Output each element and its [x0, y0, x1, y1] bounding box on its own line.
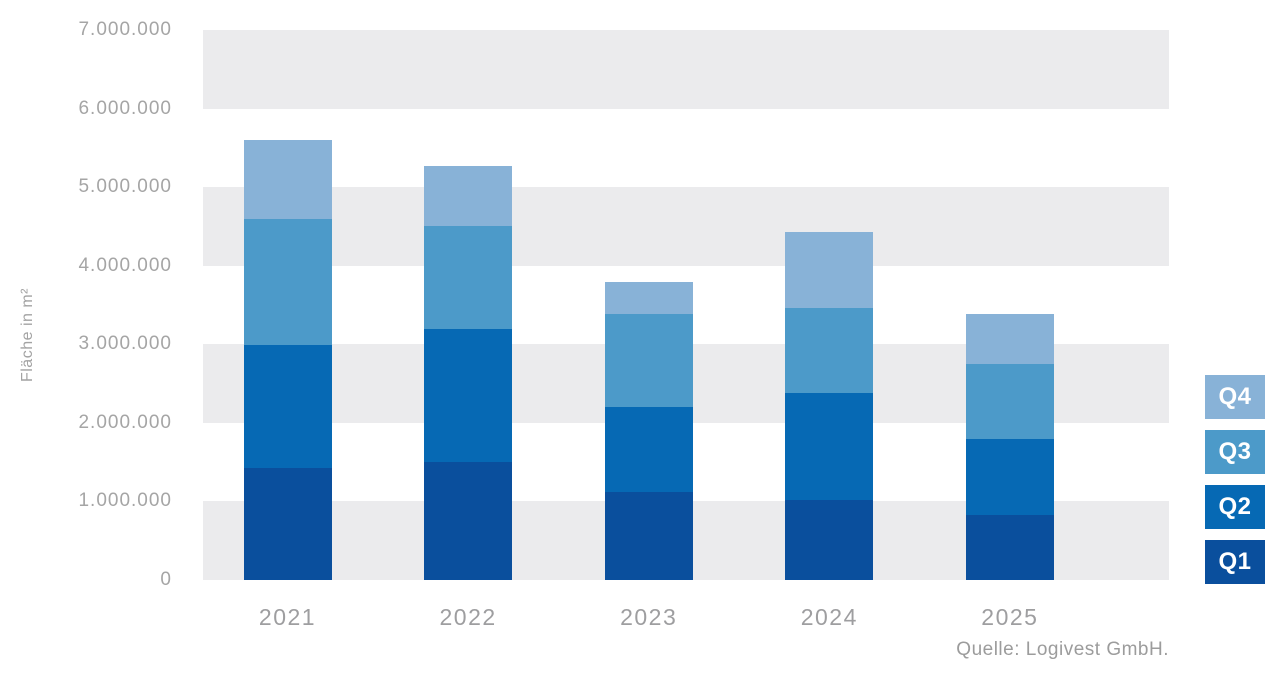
legend-label: Q3 — [1218, 438, 1252, 465]
bar-segment-q4-2022 — [424, 165, 513, 227]
legend-label: Q4 — [1218, 383, 1252, 410]
y-tick-label: 6.000.000 — [78, 97, 172, 119]
legend-label: Q1 — [1218, 548, 1252, 575]
grid-band — [203, 30, 1169, 109]
grid-band — [203, 108, 1169, 188]
bar-segment-q1-2024 — [785, 499, 874, 580]
legend-label: Q2 — [1218, 493, 1252, 520]
bar-segment-q2-2023 — [604, 407, 693, 492]
bar-segment-q3-2024 — [785, 308, 874, 394]
grid-band — [203, 187, 1169, 266]
bar-segment-q3-2023 — [604, 313, 693, 408]
legend-item-q2: Q2 — [1205, 485, 1265, 529]
legend-item-q4: Q4 — [1205, 375, 1265, 419]
bar-segment-q3-2022 — [424, 226, 513, 330]
y-tick-label: 2.000.000 — [78, 411, 172, 433]
bar-2025 — [965, 30, 1054, 580]
plot-area — [203, 30, 1169, 580]
x-tick-label-2025: 2025 — [981, 604, 1039, 630]
bar-2022 — [424, 30, 513, 580]
y-tick-label: 7.000.000 — [78, 19, 172, 40]
bar-segment-q2-2025 — [965, 439, 1054, 515]
bar-2023 — [604, 30, 693, 580]
bar-segment-q4-2021 — [243, 140, 332, 220]
x-tick-label-2022: 2022 — [439, 604, 497, 630]
bar-2024 — [785, 30, 874, 580]
x-tick-label-2023: 2023 — [620, 604, 678, 630]
bar-segment-q3-2021 — [243, 219, 332, 346]
y-tick-label: 1.000.000 — [78, 490, 172, 512]
legend-item-q3: Q3 — [1205, 430, 1265, 474]
y-tick-label: 5.000.000 — [78, 176, 172, 198]
legend-item-q1: Q1 — [1205, 540, 1265, 584]
bar-segment-q3-2025 — [965, 363, 1054, 440]
y-tick-label: 3.000.000 — [78, 333, 172, 355]
bar-segment-q2-2024 — [785, 393, 874, 500]
bar-segment-q2-2022 — [424, 329, 513, 463]
bar-segment-q1-2025 — [965, 514, 1054, 580]
bar-segment-q1-2021 — [243, 468, 332, 580]
x-tick-label-2021: 2021 — [258, 604, 317, 630]
bar-segment-q4-2025 — [965, 313, 1054, 364]
x-tick-label-2024: 2024 — [800, 604, 858, 630]
y-tick-label: 4.000.000 — [78, 254, 172, 276]
y-tick-label: 0 — [160, 569, 172, 590]
y-axis: 7.000.000 6.000.000 5.000.000 4.000.000 3.00… — [0, 0, 172, 682]
bar-2021 — [243, 30, 332, 580]
bar-segment-q4-2023 — [604, 282, 693, 314]
bar-segment-q1-2022 — [424, 462, 513, 580]
bar-segment-q2-2021 — [243, 345, 332, 469]
bar-segment-q4-2024 — [785, 231, 874, 309]
bar-segment-q1-2023 — [604, 492, 693, 580]
source-caption: Quelle: Logivest GmbH. — [956, 639, 1169, 660]
